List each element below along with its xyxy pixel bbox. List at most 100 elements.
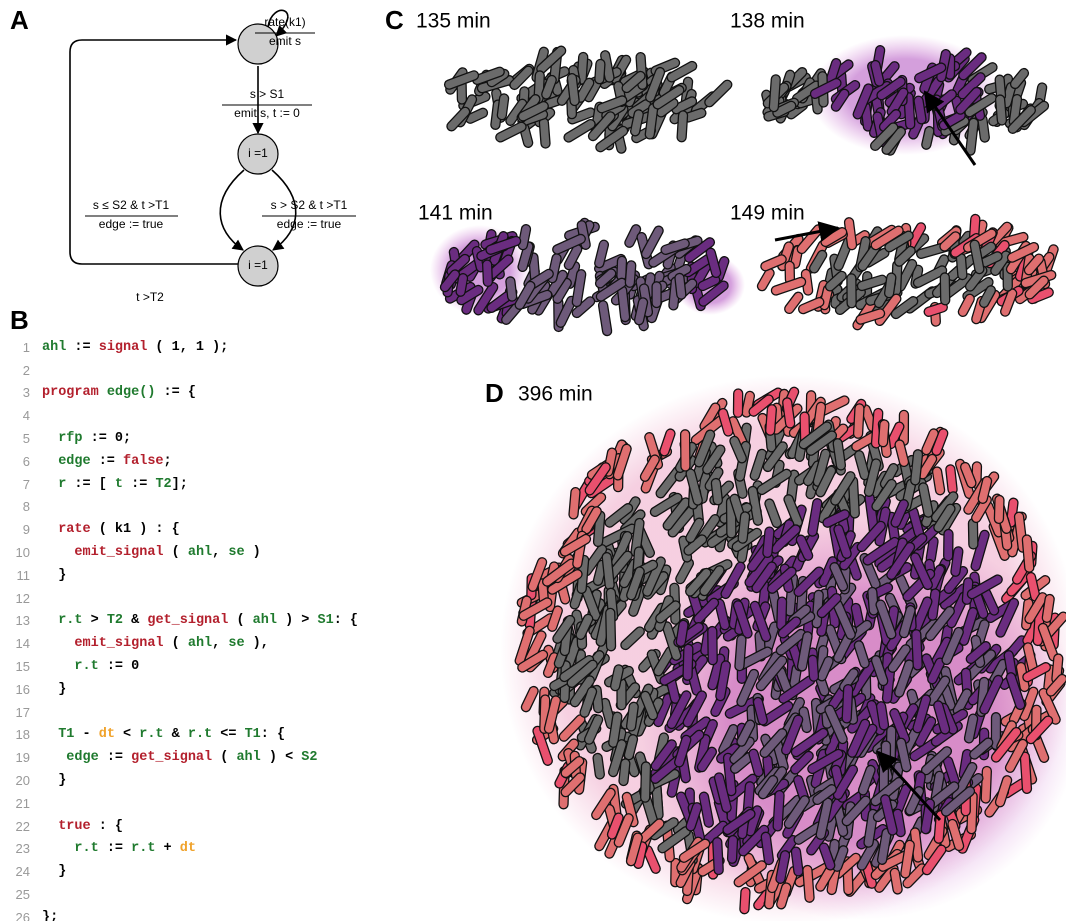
code-token: t [115, 477, 123, 492]
code-token: } [42, 864, 66, 879]
code-token: := [ [66, 477, 115, 492]
code-token: ]; [172, 477, 188, 492]
code-token: program [42, 385, 99, 400]
cell [842, 684, 853, 723]
code-token: dt [180, 841, 196, 856]
line-number: 13 [0, 613, 30, 628]
code-token: ( [164, 545, 188, 560]
code-token: r.t [42, 613, 83, 628]
line-number: 19 [0, 750, 30, 765]
code-token: & [123, 613, 147, 628]
cell [773, 790, 784, 831]
line-number: 20 [0, 773, 30, 788]
cell [808, 655, 819, 681]
code-line: 6 edge := false; [0, 450, 358, 473]
code-line: 12 [0, 587, 358, 610]
code-token: se [228, 545, 244, 560]
cell [763, 527, 775, 558]
edge-guard: s ≤ S2 & t >T1 [93, 198, 170, 212]
cell [505, 276, 517, 301]
line-number: 14 [0, 636, 30, 651]
code-token: ahl [42, 340, 66, 355]
code-line: 15 r.t := 0 [0, 655, 358, 678]
code-token: rate [42, 522, 91, 537]
code-token: T2 [155, 477, 171, 492]
code-token: signal [99, 340, 148, 355]
code-token: , [212, 636, 228, 651]
code-token: , [212, 545, 228, 560]
edge-action: emit s, t := 0 [234, 106, 300, 120]
code-token: := [66, 340, 98, 355]
code-token: edge [42, 750, 99, 765]
code-line: 4 [0, 404, 358, 427]
code-token: }; [42, 910, 58, 921]
line-number: 15 [0, 659, 30, 674]
code-line: 25 [0, 883, 358, 906]
code-line: 26}; [0, 906, 358, 921]
code-line: 9 rate ( k1 ) : { [0, 518, 358, 541]
code-token: : { [261, 727, 285, 742]
code-token: ), [245, 636, 269, 651]
cell [482, 260, 492, 287]
code-token: r.t [42, 659, 99, 674]
line-number: 2 [0, 363, 30, 378]
code-token: < [115, 727, 139, 742]
code-token: : { [91, 819, 123, 834]
cell [994, 495, 1004, 523]
code-token: ahl [253, 613, 277, 628]
cell [677, 111, 688, 142]
code-token: true [42, 819, 91, 834]
line-number: 26 [0, 910, 30, 921]
code-token: := [99, 750, 131, 765]
line-number: 9 [0, 522, 30, 537]
code-token: T1 [245, 727, 261, 742]
code-token: edge() [107, 385, 156, 400]
code-line: 14 emit_signal ( ahl, se ), [0, 632, 358, 655]
cell [912, 630, 923, 671]
cell [683, 644, 693, 680]
cell [539, 118, 550, 148]
cell [727, 835, 737, 863]
time-label: 138 min [730, 10, 805, 33]
code-token: ; [164, 454, 172, 469]
code-token: & [164, 727, 188, 742]
node-label: i =1 [248, 258, 268, 272]
code-token: T1 [42, 727, 74, 742]
cell [968, 519, 978, 549]
cell [735, 635, 747, 671]
code-token: S2 [301, 750, 317, 765]
code-line: 23 r.t := r.t + dt [0, 838, 358, 861]
code-token: ( [164, 636, 188, 651]
line-number: 8 [0, 499, 30, 514]
code-token: ) < [261, 750, 302, 765]
cell [981, 766, 992, 803]
cell-colonies [430, 35, 1066, 921]
edge-guard: s > S2 & t >T1 [271, 198, 348, 212]
cell [606, 608, 616, 651]
code-token: dt [99, 727, 115, 742]
line-number: 18 [0, 727, 30, 742]
code-token: := [91, 454, 123, 469]
cell [713, 837, 724, 874]
code-token: ( 1, 1 ); [147, 340, 228, 355]
code-line: 19 edge := get_signal ( ahl ) < S2 [0, 746, 358, 769]
cell [625, 261, 636, 288]
code-line: 24 } [0, 860, 358, 883]
line-number: 11 [0, 568, 30, 583]
code-token: ) > [277, 613, 318, 628]
cell [703, 78, 734, 108]
figure: A B C D rate(k1) emit s s > S1 emit s, t… [0, 0, 1066, 921]
cell [847, 274, 856, 308]
time-label: 396 min [518, 383, 593, 406]
code-token: ahl [236, 750, 260, 765]
line-number: 16 [0, 682, 30, 697]
time-label: 141 min [418, 202, 493, 225]
edge-guard: rate(k1) [264, 15, 305, 29]
code-line: 10 emit_signal ( ahl, se ) [0, 541, 358, 564]
cell [595, 59, 606, 84]
line-number: 17 [0, 705, 30, 720]
line-number: 7 [0, 477, 30, 492]
code-token: false [123, 454, 164, 469]
cell [853, 404, 864, 439]
code-line: 8 [0, 496, 358, 519]
